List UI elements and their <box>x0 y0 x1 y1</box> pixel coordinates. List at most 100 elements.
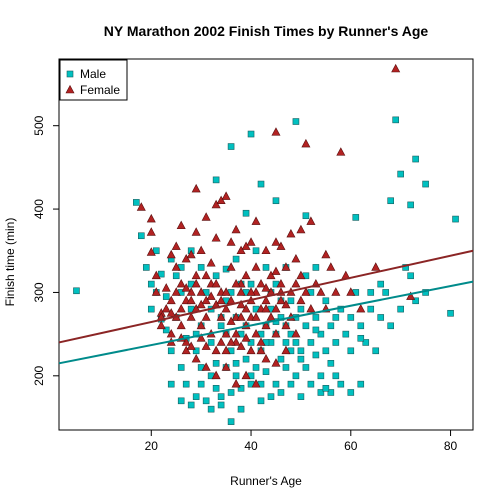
male-point <box>302 364 310 371</box>
female-point <box>201 270 211 280</box>
female-point <box>356 303 366 313</box>
x-tick-label: 40 <box>244 439 258 453</box>
female-point <box>156 320 166 330</box>
male-point <box>297 355 305 363</box>
female-point <box>261 320 271 330</box>
male-point <box>232 255 240 263</box>
female-point <box>211 233 221 242</box>
female-point <box>146 247 156 256</box>
male-point <box>162 326 170 334</box>
female-point <box>286 228 296 238</box>
female-point <box>166 249 176 259</box>
male-point <box>332 314 340 321</box>
female-point <box>271 127 281 136</box>
female-point <box>261 295 271 305</box>
female-point <box>166 328 176 338</box>
male-point <box>202 397 210 405</box>
female-point <box>241 270 251 280</box>
female-point <box>181 283 191 292</box>
male-point <box>207 405 215 413</box>
female-point <box>336 147 346 156</box>
female-point <box>146 227 156 236</box>
female-point <box>241 370 251 380</box>
female-point <box>221 345 231 355</box>
male-point <box>312 264 320 271</box>
female-point <box>191 183 201 193</box>
female-point <box>256 345 266 355</box>
female-point <box>181 253 191 263</box>
female-point <box>271 328 281 338</box>
male-point <box>217 393 225 400</box>
female-point <box>226 237 236 246</box>
male-point <box>227 418 235 425</box>
legend-marker-male <box>66 70 74 78</box>
female-point <box>251 262 261 271</box>
female-point <box>186 249 196 259</box>
female-point <box>196 320 206 330</box>
female-point <box>166 308 176 317</box>
male-point <box>397 170 404 178</box>
female-point <box>221 328 231 338</box>
male-point <box>297 347 305 355</box>
male-point <box>347 347 355 355</box>
female-point <box>226 316 236 325</box>
male-point <box>262 368 270 375</box>
female-point <box>241 241 251 250</box>
male-point <box>237 405 245 413</box>
male-point <box>342 330 350 338</box>
female-point <box>196 299 206 309</box>
male-point <box>322 347 330 355</box>
female-point <box>211 199 221 209</box>
female-point <box>251 328 261 338</box>
female-point <box>291 328 301 338</box>
female-point <box>276 241 286 250</box>
female-point <box>281 299 291 309</box>
male-point <box>402 264 409 271</box>
male-point <box>247 130 255 138</box>
male-point <box>277 355 285 363</box>
female-point <box>171 262 181 271</box>
male-point <box>142 264 150 271</box>
male-point <box>257 397 265 405</box>
female-point <box>216 337 226 346</box>
female-point <box>241 333 251 342</box>
male-point <box>407 272 414 280</box>
female-point <box>301 287 311 296</box>
x-tick-label: 80 <box>444 439 458 453</box>
male-point <box>292 118 300 125</box>
female-point <box>136 202 146 211</box>
male-point <box>192 393 200 400</box>
male-point <box>312 326 320 334</box>
male-point <box>317 389 325 396</box>
x-tick-label: 60 <box>344 439 358 453</box>
male-point <box>157 270 165 278</box>
female-point <box>346 287 356 296</box>
male-point <box>138 232 145 240</box>
male-point <box>187 401 195 409</box>
male-point <box>252 364 260 371</box>
female-point <box>251 312 261 321</box>
female-point <box>201 362 211 371</box>
female-point <box>251 216 261 225</box>
female-point <box>226 337 236 346</box>
female-point <box>231 379 241 388</box>
female-point <box>196 245 206 255</box>
female-point <box>281 320 291 330</box>
male-point <box>232 360 240 367</box>
female-point <box>191 278 201 288</box>
male-point <box>177 397 185 405</box>
male-point <box>217 322 225 330</box>
female-point <box>241 303 251 313</box>
male-point <box>287 380 295 388</box>
female-point <box>231 224 241 234</box>
female-point <box>246 237 256 246</box>
female-point <box>201 212 211 221</box>
male-point <box>242 355 250 363</box>
male-point <box>327 360 335 367</box>
female-point <box>406 291 416 300</box>
female-point <box>251 379 261 388</box>
male-point <box>197 264 205 271</box>
female-point <box>271 303 281 313</box>
male-point <box>362 339 370 346</box>
female-point <box>181 337 191 346</box>
